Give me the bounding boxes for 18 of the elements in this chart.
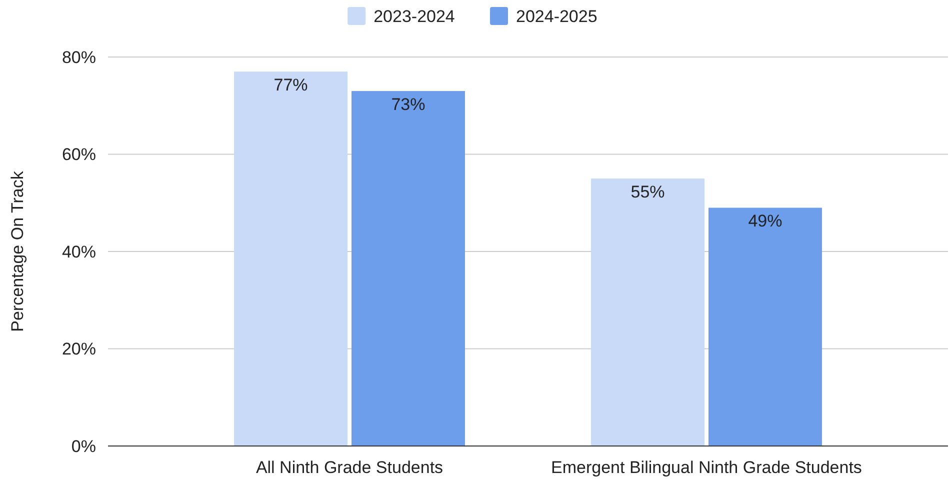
x-tick-label: All Ninth Grade Students [256, 458, 444, 477]
data-label: 77% [274, 76, 308, 95]
y-axis-title: Percentage On Track [8, 170, 27, 332]
data-label: 73% [391, 95, 426, 114]
data-label: 49% [748, 212, 782, 231]
y-tick-label: 0% [71, 436, 96, 456]
legend-label: 2024-2025 [516, 6, 598, 26]
x-tick-label: Emergent Bilingual Ninth Grade Students [551, 458, 862, 477]
bar [708, 208, 822, 446]
legend-label: 2023-2024 [374, 6, 455, 26]
bar [234, 72, 348, 446]
y-tick-label: 60% [62, 145, 96, 164]
bar [591, 178, 704, 446]
y-tick-label: 40% [62, 242, 96, 262]
bar [352, 91, 465, 446]
data-label: 55% [630, 182, 665, 202]
y-tick-label: 80% [62, 48, 96, 67]
y-tick-label: 20% [62, 340, 96, 359]
